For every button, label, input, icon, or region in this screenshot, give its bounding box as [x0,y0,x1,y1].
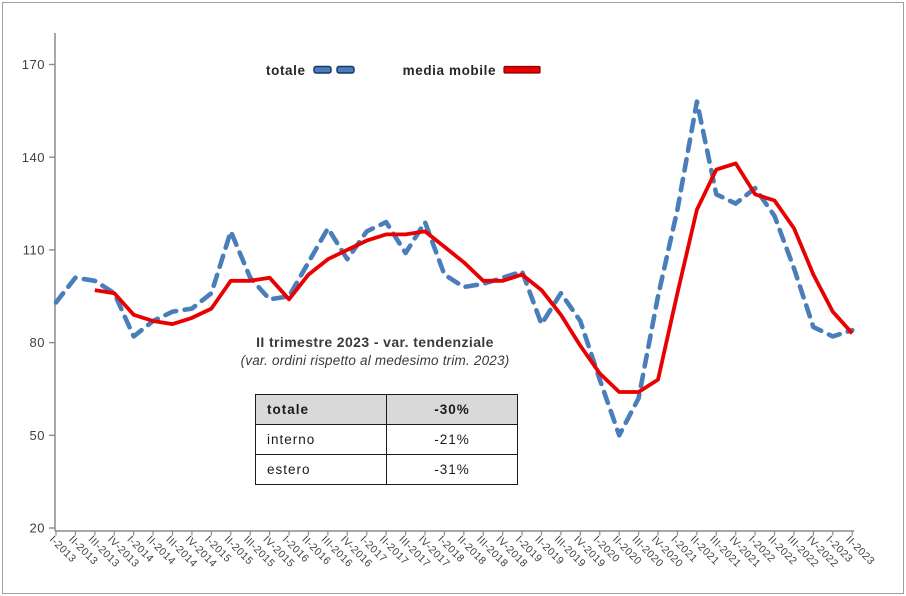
chart-legend: totale media mobile [266,63,543,78]
annotation-title: II trimestre 2023 - var. tendenziale [256,334,494,350]
series-line-media-mobile [94,161,854,394]
summary-table: totale -30% interno -21% estero -31% [255,394,518,485]
totale-dashed-line-icon [312,63,357,78]
y-axis-label: 80 [30,335,45,350]
series-line-totale [53,99,855,438]
y-axis-label: 110 [23,243,45,258]
table-cell-label: estero [255,454,387,485]
table-row: interno -21% [255,424,518,455]
table-cell-label: interno [255,424,387,455]
table-row: totale -30% [255,394,518,425]
annotation-subtitle: (var. ordini rispetto al medesimo trim. … [240,353,510,368]
table-row: estero -31% [255,454,518,485]
table-cell-value: -21% [386,424,518,455]
legend-label-media-mobile: media mobile [402,63,497,78]
y-axis-label: 50 [30,428,45,443]
y-axis-label: 170 [22,57,45,72]
media-mobile-line-icon [503,63,543,78]
y-axis-label: 140 [22,150,45,165]
legend-label-totale: totale [266,63,306,78]
table-cell-value: -31% [386,454,518,485]
chart-annotation: II trimestre 2023 - var. tendenziale (va… [150,334,600,368]
table-cell-value: -30% [386,394,518,425]
y-axis-label: 20 [30,521,45,536]
table-cell-label: totale [255,394,387,425]
